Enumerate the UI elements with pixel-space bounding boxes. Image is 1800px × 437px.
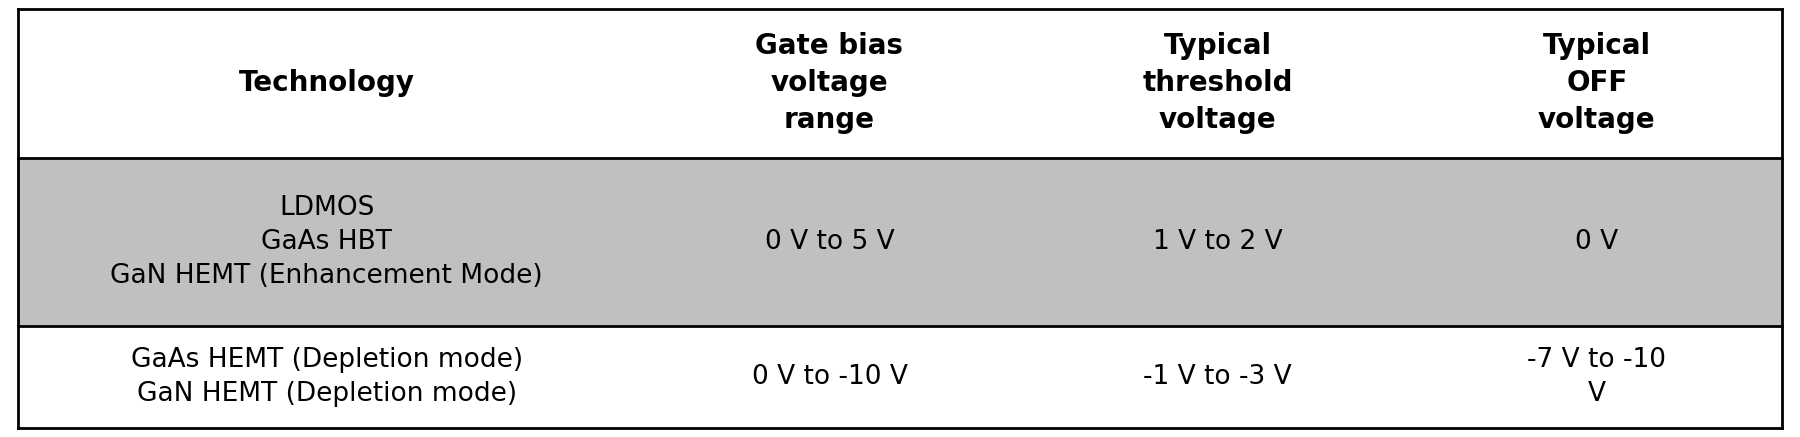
Text: Technology: Technology [239,69,414,97]
Bar [18,158,1782,326]
Bar [18,9,1782,158]
Text: -7 V to -10
V: -7 V to -10 V [1526,347,1667,407]
Text: GaAs HEMT (Depletion mode)
GaN HEMT (Depletion mode): GaAs HEMT (Depletion mode) GaN HEMT (Dep… [131,347,522,407]
Text: 0 V: 0 V [1575,229,1618,254]
Text: LDMOS
GaAs HBT
GaN HEMT (Enhancement Mode): LDMOS GaAs HBT GaN HEMT (Enhancement Mod… [110,194,544,288]
Text: -1 V to -3 V: -1 V to -3 V [1143,364,1292,390]
Text: 1 V to 2 V: 1 V to 2 V [1152,229,1282,254]
Text: 0 V to 5 V: 0 V to 5 V [765,229,895,254]
Text: Typical
threshold
voltage: Typical threshold voltage [1143,32,1292,134]
Bar [18,326,1782,428]
Text: 0 V to -10 V: 0 V to -10 V [752,364,907,390]
Text: Gate bias
voltage
range: Gate bias voltage range [756,32,904,134]
Text: Typical
OFF
voltage: Typical OFF voltage [1537,32,1656,134]
